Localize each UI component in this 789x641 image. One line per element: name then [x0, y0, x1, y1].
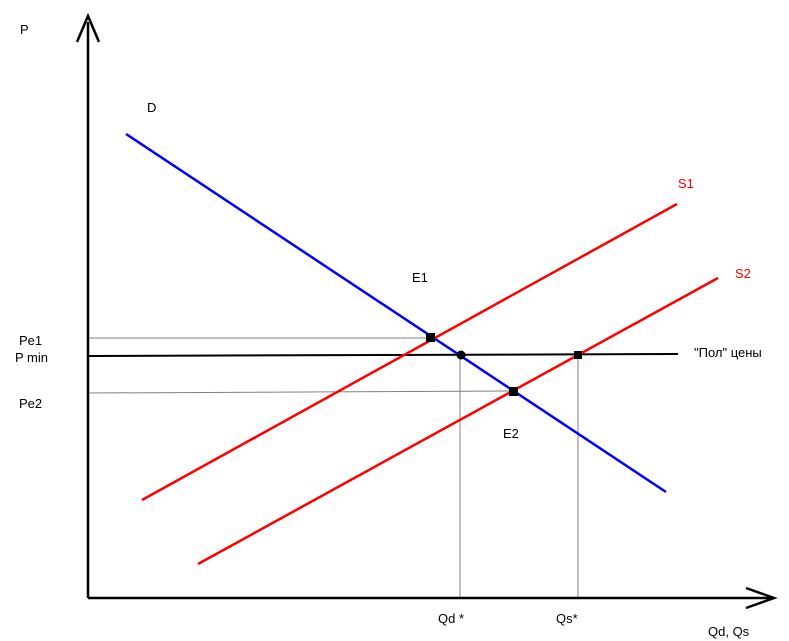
supply2-label: S2: [735, 266, 751, 281]
supply-curve-s2: [197, 276, 719, 566]
x-axis-arrowhead: [745, 586, 778, 610]
y-axis-arrowhead: [75, 12, 101, 43]
pe2-label: Pe2: [19, 396, 42, 411]
e1-label: E1: [412, 270, 428, 285]
equilibrium-point-e2: [509, 387, 518, 396]
equilibrium-point-e1: [426, 333, 435, 342]
qs-label: Qs*: [556, 611, 578, 626]
price-floor-line: [87, 353, 679, 357]
supply-curve-s1: [141, 202, 678, 502]
demand-curve: [125, 132, 667, 494]
demand-label: D: [147, 100, 156, 115]
y-axis-label: P: [20, 22, 29, 37]
supply1-label: S1: [678, 176, 694, 191]
e2-label: E2: [503, 426, 519, 441]
pmin-label: P min: [15, 350, 48, 365]
x-axis-label: Qd, Qs: [708, 624, 750, 639]
price-floor-label: "Пол" цены: [694, 345, 762, 360]
qd-label: Qd *: [438, 611, 464, 626]
pe1-label: Pe1: [19, 333, 42, 348]
pe2-guide-line: [87, 390, 514, 394]
qs-floor-point: [574, 351, 582, 359]
qd-floor-point: [456, 350, 466, 360]
